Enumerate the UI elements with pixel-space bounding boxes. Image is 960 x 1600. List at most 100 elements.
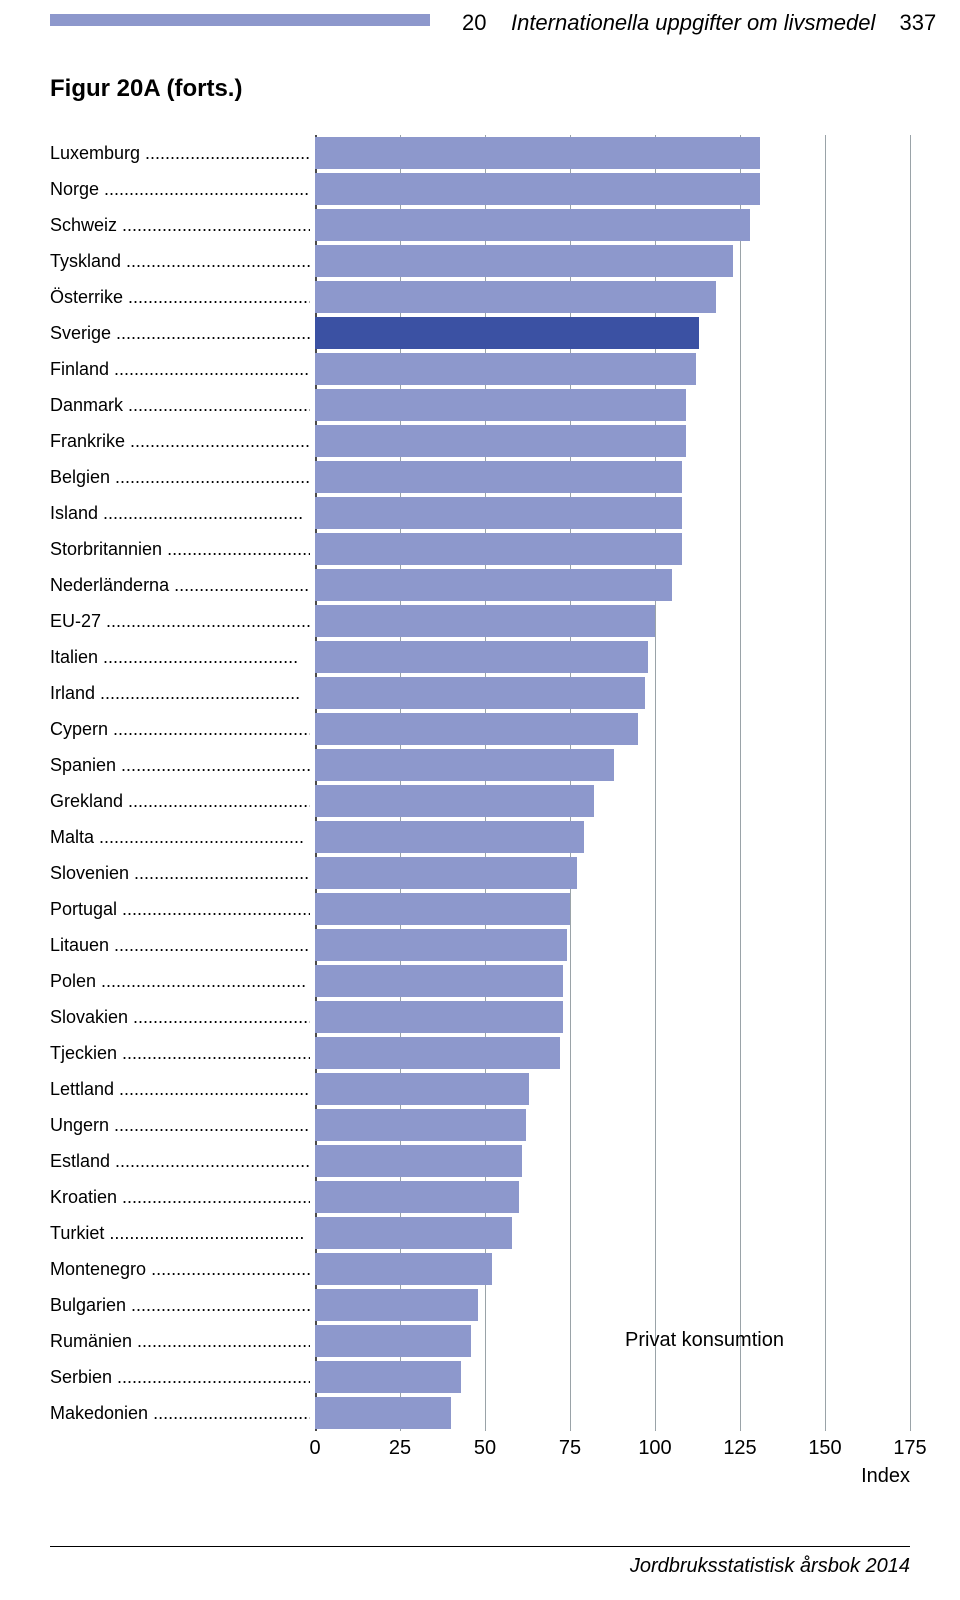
y-label-row: Grekland ...............................…	[50, 783, 310, 819]
bar	[315, 713, 638, 745]
y-label-row: Island .................................…	[50, 495, 310, 531]
y-label-row: Sverige ................................…	[50, 315, 310, 351]
bar	[315, 245, 733, 277]
y-label-row: Frankrike ..............................…	[50, 423, 310, 459]
y-label: EU-27 ..................................…	[50, 611, 310, 631]
bar	[315, 785, 594, 817]
bar	[315, 425, 686, 457]
y-label-row: Italien ................................…	[50, 639, 310, 675]
y-label-row: Kroatien ...............................…	[50, 1179, 310, 1215]
bar	[315, 1361, 461, 1393]
y-label-row: Makedonien .............................…	[50, 1395, 310, 1431]
y-label: Serbien ................................…	[50, 1367, 310, 1387]
y-label-row: Tyskland ...............................…	[50, 243, 310, 279]
y-label: Polen ..................................…	[50, 971, 306, 991]
y-label: Luxemburg ..............................…	[50, 143, 310, 163]
bar	[315, 209, 750, 241]
y-label-row: Storbritannien .........................…	[50, 531, 310, 567]
y-label: Österrike ..............................…	[50, 287, 310, 307]
bar	[315, 1253, 492, 1285]
y-label: Schweiz ................................…	[50, 215, 310, 235]
footer-rule	[50, 1546, 910, 1548]
y-label: Cypern .................................…	[50, 719, 310, 739]
page-footer: Jordbruksstatistisk årsbok 2014	[50, 1546, 910, 1579]
bar	[315, 677, 645, 709]
y-label-row: Portugal ...............................…	[50, 891, 310, 927]
x-tick: 50	[474, 1437, 496, 1460]
y-label-row: Lettland ...............................…	[50, 1071, 310, 1107]
y-label-row: Luxemburg ..............................…	[50, 135, 310, 171]
y-label: Malta ..................................…	[50, 827, 304, 847]
y-label-row: Turkiet ................................…	[50, 1215, 310, 1251]
grid-line	[740, 135, 741, 1431]
y-label-row: Estland ................................…	[50, 1143, 310, 1179]
y-label-row: EU-27 ..................................…	[50, 603, 310, 639]
y-label: Turkiet ................................…	[50, 1223, 304, 1243]
y-label: Irland .................................…	[50, 683, 300, 703]
bar	[315, 317, 699, 349]
bar	[315, 1289, 478, 1321]
bar	[315, 461, 682, 493]
y-label: Tjeckien ...............................…	[50, 1043, 310, 1063]
y-label-row: Slovenien ..............................…	[50, 855, 310, 891]
y-label: Sverige ................................…	[50, 323, 310, 343]
y-label: Kroatien ...............................…	[50, 1187, 310, 1207]
x-tick: 0	[309, 1437, 320, 1460]
y-label-row: Belgien ................................…	[50, 459, 310, 495]
y-label: Portugal ...............................…	[50, 899, 310, 919]
bar	[315, 1325, 471, 1357]
y-label: Italien ................................…	[50, 647, 298, 667]
bar	[315, 1217, 512, 1249]
y-label: Island .................................…	[50, 503, 303, 523]
bar	[315, 1037, 560, 1069]
y-label: Rumänien ...............................…	[50, 1331, 310, 1351]
bar	[315, 1109, 526, 1141]
y-label: Spanien ................................…	[50, 755, 310, 775]
y-label-row: Ungern .................................…	[50, 1107, 310, 1143]
header-rule	[50, 14, 430, 26]
bar	[315, 749, 614, 781]
x-tick: 25	[389, 1437, 411, 1460]
bar	[315, 929, 567, 961]
y-label-row: Litauen ................................…	[50, 927, 310, 963]
y-label: Slovenien ..............................…	[50, 863, 310, 883]
chapter-number: 20	[462, 10, 486, 35]
y-label: Makedonien .............................…	[50, 1403, 310, 1423]
bar	[315, 497, 682, 529]
bar	[315, 1073, 529, 1105]
y-label: Montenegro .............................…	[50, 1259, 310, 1279]
bar	[315, 137, 760, 169]
bar	[315, 569, 672, 601]
bar	[315, 533, 682, 565]
x-axis-label: Index	[315, 1465, 910, 1488]
y-label-row: Nederländerna ..........................…	[50, 567, 310, 603]
chapter-title: Internationella uppgifter om livsmedel	[511, 10, 875, 35]
y-label: Estland ................................…	[50, 1151, 310, 1171]
bar	[315, 605, 655, 637]
y-label-row: Österrike ..............................…	[50, 279, 310, 315]
y-label-row: Serbien ................................…	[50, 1359, 310, 1395]
x-tick: 175	[893, 1437, 926, 1460]
y-label: Lettland ...............................…	[50, 1079, 309, 1099]
grid-line	[825, 135, 826, 1431]
bar	[315, 857, 577, 889]
bar	[315, 173, 760, 205]
y-axis-labels: Luxemburg ..............................…	[50, 135, 310, 1431]
bar	[315, 281, 716, 313]
bar	[315, 353, 696, 385]
y-label: Tyskland ...............................…	[50, 251, 310, 271]
y-label-row: Montenegro .............................…	[50, 1251, 310, 1287]
bar	[315, 821, 584, 853]
y-label-row: Spanien ................................…	[50, 747, 310, 783]
footer-text: Jordbruksstatistisk årsbok 2014	[50, 1555, 910, 1578]
plot-area	[315, 135, 910, 1431]
grid-line	[910, 135, 911, 1431]
y-label-row: Norge ..................................…	[50, 171, 310, 207]
bar-chart: Luxemburg ..............................…	[50, 135, 910, 1475]
bar	[315, 641, 648, 673]
page-number: 337	[900, 10, 937, 35]
y-label: Grekland ...............................…	[50, 791, 310, 811]
y-label: Slovakien ..............................…	[50, 1007, 310, 1027]
y-label-row: Danmark ................................…	[50, 387, 310, 423]
y-label-row: Malta ..................................…	[50, 819, 310, 855]
